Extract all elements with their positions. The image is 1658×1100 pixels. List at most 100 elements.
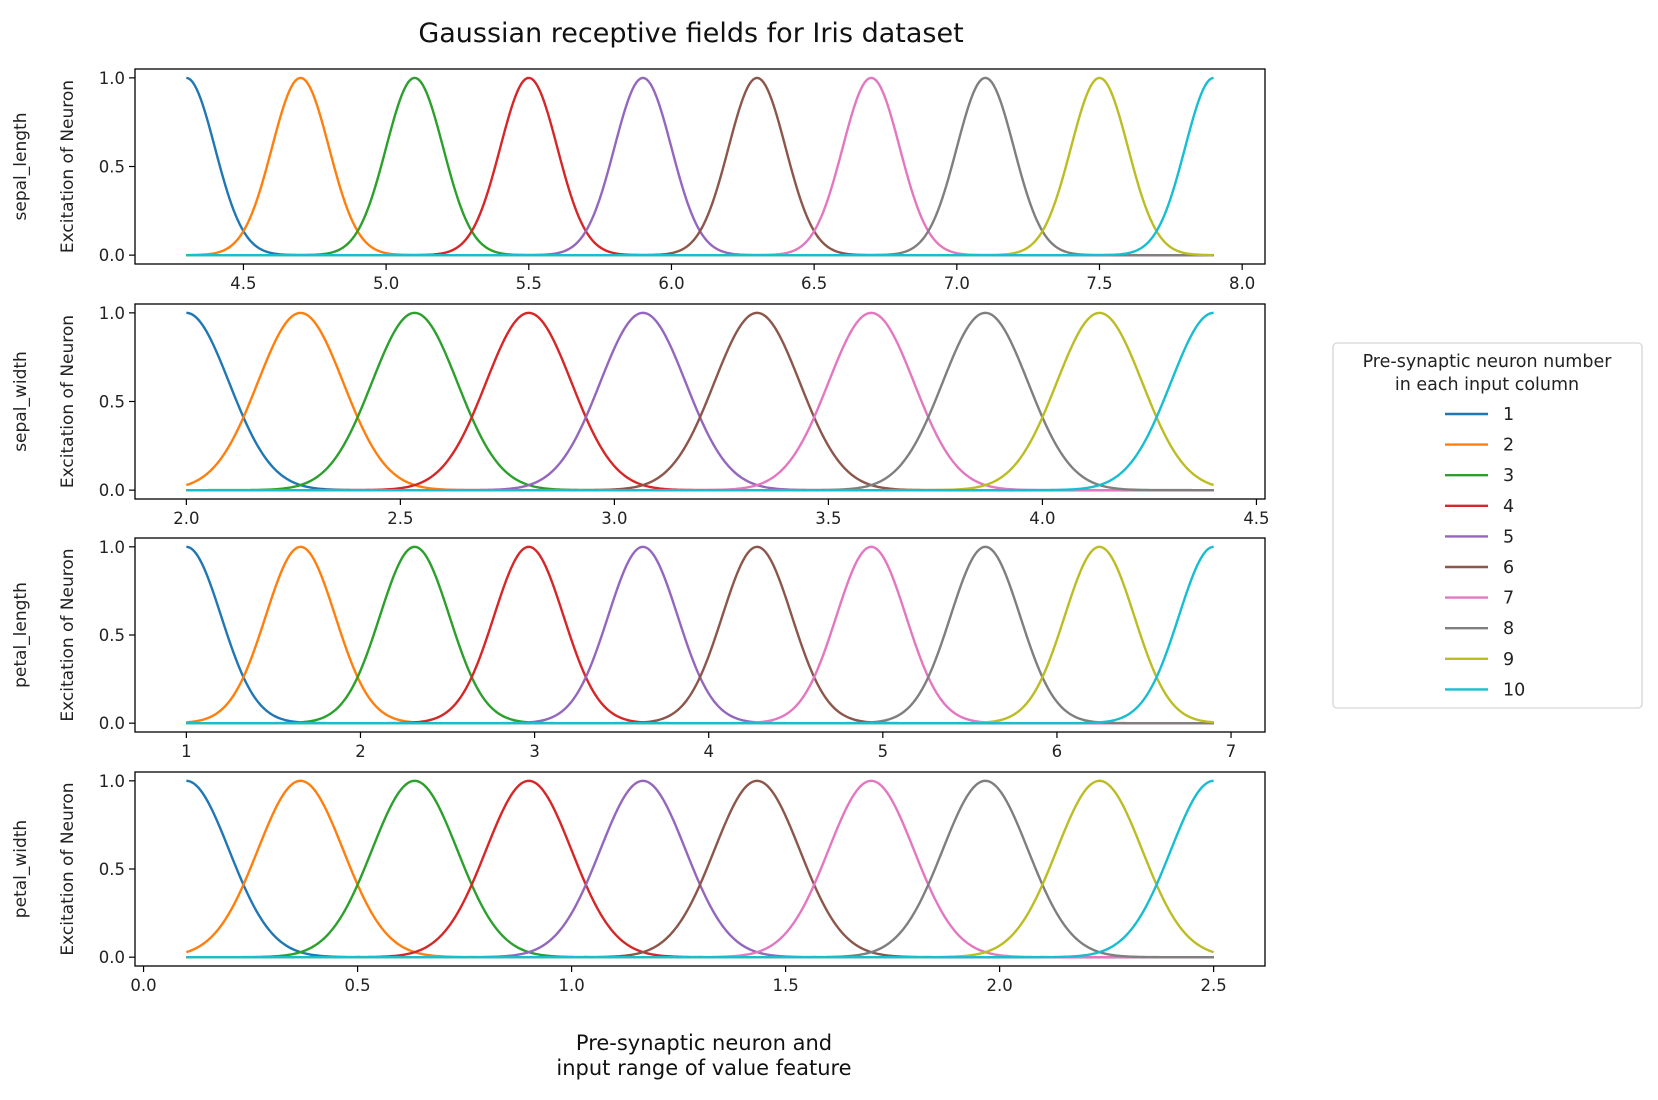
curve-petal_width-neuron-9 — [186, 779, 1215, 959]
legend-entry-3: 3 — [1445, 466, 1514, 486]
y-tick-label: 1.0 — [99, 69, 125, 88]
curve-petal_length-neuron-10 — [186, 545, 1214, 725]
x-tick-label: 2.5 — [1201, 976, 1227, 995]
x-tick-label: 4.0 — [1029, 509, 1055, 528]
x-tick-label: 1 — [181, 742, 192, 761]
curve-sepal_width-neuron-1 — [186, 311, 1214, 492]
x-tick-label: 5 — [878, 742, 889, 761]
x-tick-label: 2.5 — [387, 509, 413, 528]
x-tick-label: 2.0 — [986, 976, 1012, 995]
y-tick-label: 0.0 — [99, 246, 125, 265]
y-axis-label: Excitation of Neuron — [58, 548, 78, 721]
legend-label: 7 — [1503, 589, 1514, 609]
axes-frame — [134, 68, 1266, 265]
curve-petal_width-neuron-4 — [186, 779, 1214, 959]
x-tick-label: 6.5 — [801, 274, 827, 293]
curve-petal_width-neuron-3 — [186, 779, 1214, 959]
x-tick-label: 8.0 — [1229, 274, 1255, 293]
subplot-sepal_length: 0.0 0.5 1.0 4.5 5.0 5.5 6.0 6.5 7.0 7.5 8.0 Excitat… — [11, 68, 1266, 293]
curve-sepal_length-neuron-8 — [186, 76, 1214, 257]
curve-sepal_length-neuron-5 — [186, 76, 1214, 257]
x-tick-label: 6.0 — [658, 274, 684, 293]
x-tick-label: 4 — [703, 742, 714, 761]
curve-sepal_width-neuron-3 — [186, 311, 1214, 492]
curve-sepal_width-neuron-2 — [185, 311, 1214, 492]
curve-sepal_width-neuron-10 — [186, 311, 1214, 492]
x-tick-label: 1.5 — [772, 976, 798, 995]
legend-entry-1: 1 — [1445, 405, 1514, 425]
legend-frame — [1332, 342, 1643, 709]
legend-entry-7: 7 — [1445, 589, 1514, 609]
subplot-sepal_width: 0.0 0.5 1.0 2.0 2.5 3.0 3.5 4.0 4.5 Excitation of… — [11, 303, 1270, 528]
x-tick-label: 0.0 — [130, 976, 156, 995]
y-tick-label: 0.5 — [99, 158, 125, 177]
legend-entry-5: 5 — [1445, 527, 1514, 547]
curve-sepal_length-neuron-3 — [186, 76, 1214, 257]
curve-sepal_length-neuron-1 — [186, 76, 1214, 257]
x-axis-label-line1: Pre-synaptic neuron and — [576, 1031, 832, 1055]
feature-label: sepal_width — [11, 351, 31, 452]
curve-sepal_length-neuron-9 — [186, 76, 1214, 257]
legend-entry-6: 6 — [1445, 558, 1514, 578]
curve-petal_width-neuron-5 — [186, 779, 1214, 959]
x-tick-label: 3.5 — [815, 509, 841, 528]
legend-label: 2 — [1503, 436, 1514, 456]
x-tick-label: 5.5 — [516, 274, 542, 293]
subplot-petal_width: 0.0 0.5 1.0 0.0 0.5 1.0 1.5 2.0 2.5 Excitation of… — [11, 771, 1266, 995]
y-axis-label: Excitation of Neuron — [58, 315, 78, 488]
legend-label: 9 — [1503, 650, 1514, 670]
x-tick-label: 1.0 — [558, 976, 584, 995]
legend-label: 10 — [1503, 680, 1525, 700]
x-tick-label: 7.5 — [1086, 274, 1112, 293]
legend-entry-8: 8 — [1445, 619, 1514, 639]
y-tick-label: 0.0 — [99, 948, 125, 967]
x-tick-label: 2.0 — [173, 509, 199, 528]
x-tick-label: 7 — [1226, 742, 1237, 761]
legend-label: 5 — [1503, 527, 1514, 547]
y-tick-label: 1.0 — [99, 304, 125, 323]
axes-frame — [134, 303, 1266, 500]
x-tick-label: 6 — [1052, 742, 1063, 761]
curve-sepal_length-neuron-4 — [186, 76, 1214, 257]
feature-label: petal_width — [11, 820, 31, 918]
y-tick-label: 1.0 — [99, 772, 125, 791]
curve-petal_width-neuron-6 — [186, 779, 1214, 959]
x-tick-label: 3.0 — [601, 509, 627, 528]
curve-sepal_length-neuron-2 — [186, 76, 1214, 257]
curve-petal_width-neuron-8 — [186, 779, 1214, 959]
x-tick-label: 2 — [355, 742, 366, 761]
curve-petal_width-neuron-7 — [186, 779, 1214, 959]
x-tick-label: 5.0 — [373, 274, 399, 293]
legend-entry-4: 4 — [1445, 497, 1514, 517]
curve-sepal_width-neuron-4 — [186, 311, 1214, 492]
x-tick-label: 4.5 — [230, 274, 256, 293]
curve-sepal_length-neuron-10 — [186, 76, 1214, 257]
y-axis-label: Excitation of Neuron — [58, 782, 78, 955]
curve-petal_width-neuron-10 — [186, 779, 1214, 959]
y-tick-label: 0.0 — [99, 481, 125, 500]
x-tick-label: 7.0 — [944, 274, 970, 293]
axes-frame — [134, 537, 1266, 733]
curve-sepal_width-neuron-8 — [186, 311, 1214, 492]
curve-sepal_width-neuron-7 — [186, 311, 1214, 492]
curve-petal_width-neuron-1 — [186, 779, 1214, 959]
y-tick-label: 0.5 — [99, 393, 125, 412]
legend-title-line2: in each input column — [1395, 375, 1579, 395]
curve-sepal_width-neuron-9 — [186, 311, 1215, 492]
y-tick-label: 1.0 — [99, 538, 125, 557]
legend-label: 8 — [1503, 619, 1514, 639]
feature-label: petal_length — [11, 582, 31, 688]
legend-label: 6 — [1503, 558, 1514, 578]
curve-petal_width-neuron-2 — [185, 779, 1214, 959]
y-axis-label: Excitation of Neuron — [58, 80, 78, 253]
legend-title-line1: Pre-synaptic neuron number — [1363, 352, 1613, 372]
curve-sepal_width-neuron-5 — [186, 311, 1214, 492]
axes-frame — [134, 771, 1266, 967]
legend-entry-10: 10 — [1445, 680, 1525, 700]
x-tick-label: 3 — [529, 742, 540, 761]
x-tick-label: 0.5 — [344, 976, 370, 995]
legend-label: 4 — [1503, 497, 1514, 517]
curve-sepal_length-neuron-7 — [186, 76, 1214, 257]
y-tick-label: 0.5 — [99, 860, 125, 879]
